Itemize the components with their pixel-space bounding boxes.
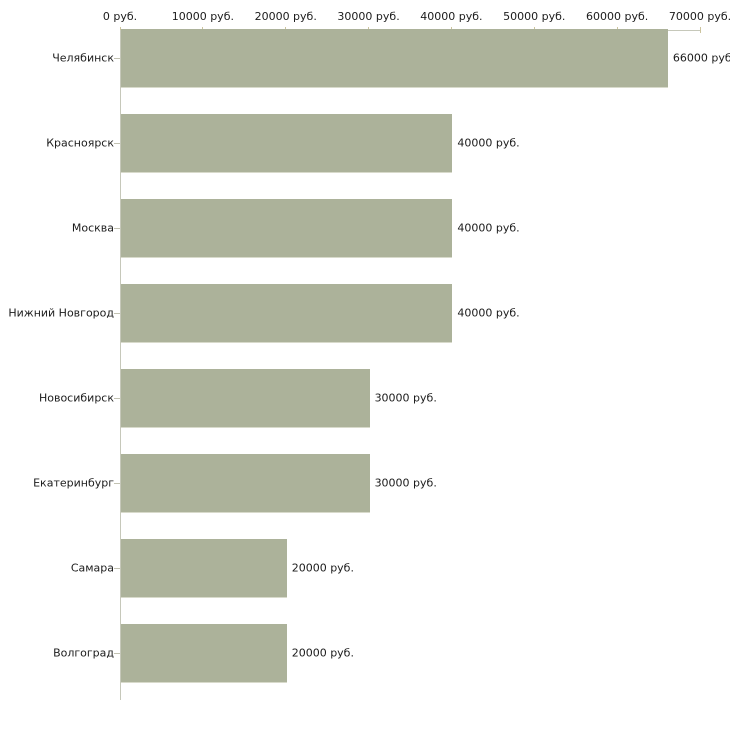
y-axis-tick-mark [114,313,120,314]
y-axis-tick-mark [114,228,120,229]
x-axis-tick-label: 50000 руб. [503,10,566,23]
y-axis-tick-mark [114,143,120,144]
value-label: 40000 руб. [457,306,520,320]
bar [121,624,287,683]
value-label: 40000 руб. [457,136,520,150]
value-label: 20000 руб. [291,561,354,575]
value-label: 66000 руб [672,51,730,65]
x-axis-tick-label: 40000 руб. [420,10,483,23]
category-label: Москва [71,221,114,235]
category-label: Волгоград [53,646,114,660]
y-axis-tick-mark [114,398,120,399]
x-axis-tick-label: 0 руб. [102,10,138,23]
category-label: Екатеринбург [33,476,114,490]
bar [121,284,453,343]
bar [121,539,287,598]
category-label: Челябинск [52,51,114,65]
y-axis-tick-mark [114,653,120,654]
category-label: Красноярск [46,136,114,150]
value-label: 40000 руб. [457,221,520,235]
bar [121,199,453,258]
value-label: 30000 руб. [374,391,437,405]
bar [121,454,370,513]
bar [121,29,668,88]
y-axis-tick-mark [114,483,120,484]
bar [121,369,370,428]
category-label: Новосибирск [38,391,114,405]
x-axis-tick-mark [699,27,701,33]
x-axis-tick-label: 70000 руб. [668,10,730,23]
category-label: Нижний Новгород [8,306,114,320]
y-axis-tick-mark [114,58,120,59]
bar [121,114,453,173]
x-axis-tick-label: 30000 руб. [337,10,400,23]
x-axis-tick-label: 10000 руб. [171,10,234,23]
value-label: 20000 руб. [291,646,354,660]
x-axis-tick-label: 20000 руб. [254,10,317,23]
x-axis-tick-label: 60000 руб. [586,10,649,23]
y-axis-line [120,30,121,700]
value-label: 30000 руб. [374,476,437,490]
category-label: Самара [70,561,114,575]
y-axis-tick-mark [114,568,120,569]
